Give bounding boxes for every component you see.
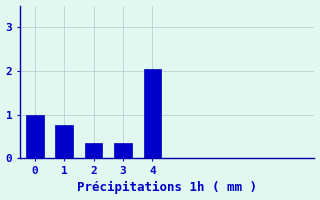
Bar xyxy=(26,115,44,158)
X-axis label: Précipitations 1h ( mm ): Précipitations 1h ( mm ) xyxy=(77,181,257,194)
Bar xyxy=(114,143,132,158)
Bar xyxy=(85,143,102,158)
Bar xyxy=(55,125,73,158)
Bar xyxy=(144,69,161,158)
